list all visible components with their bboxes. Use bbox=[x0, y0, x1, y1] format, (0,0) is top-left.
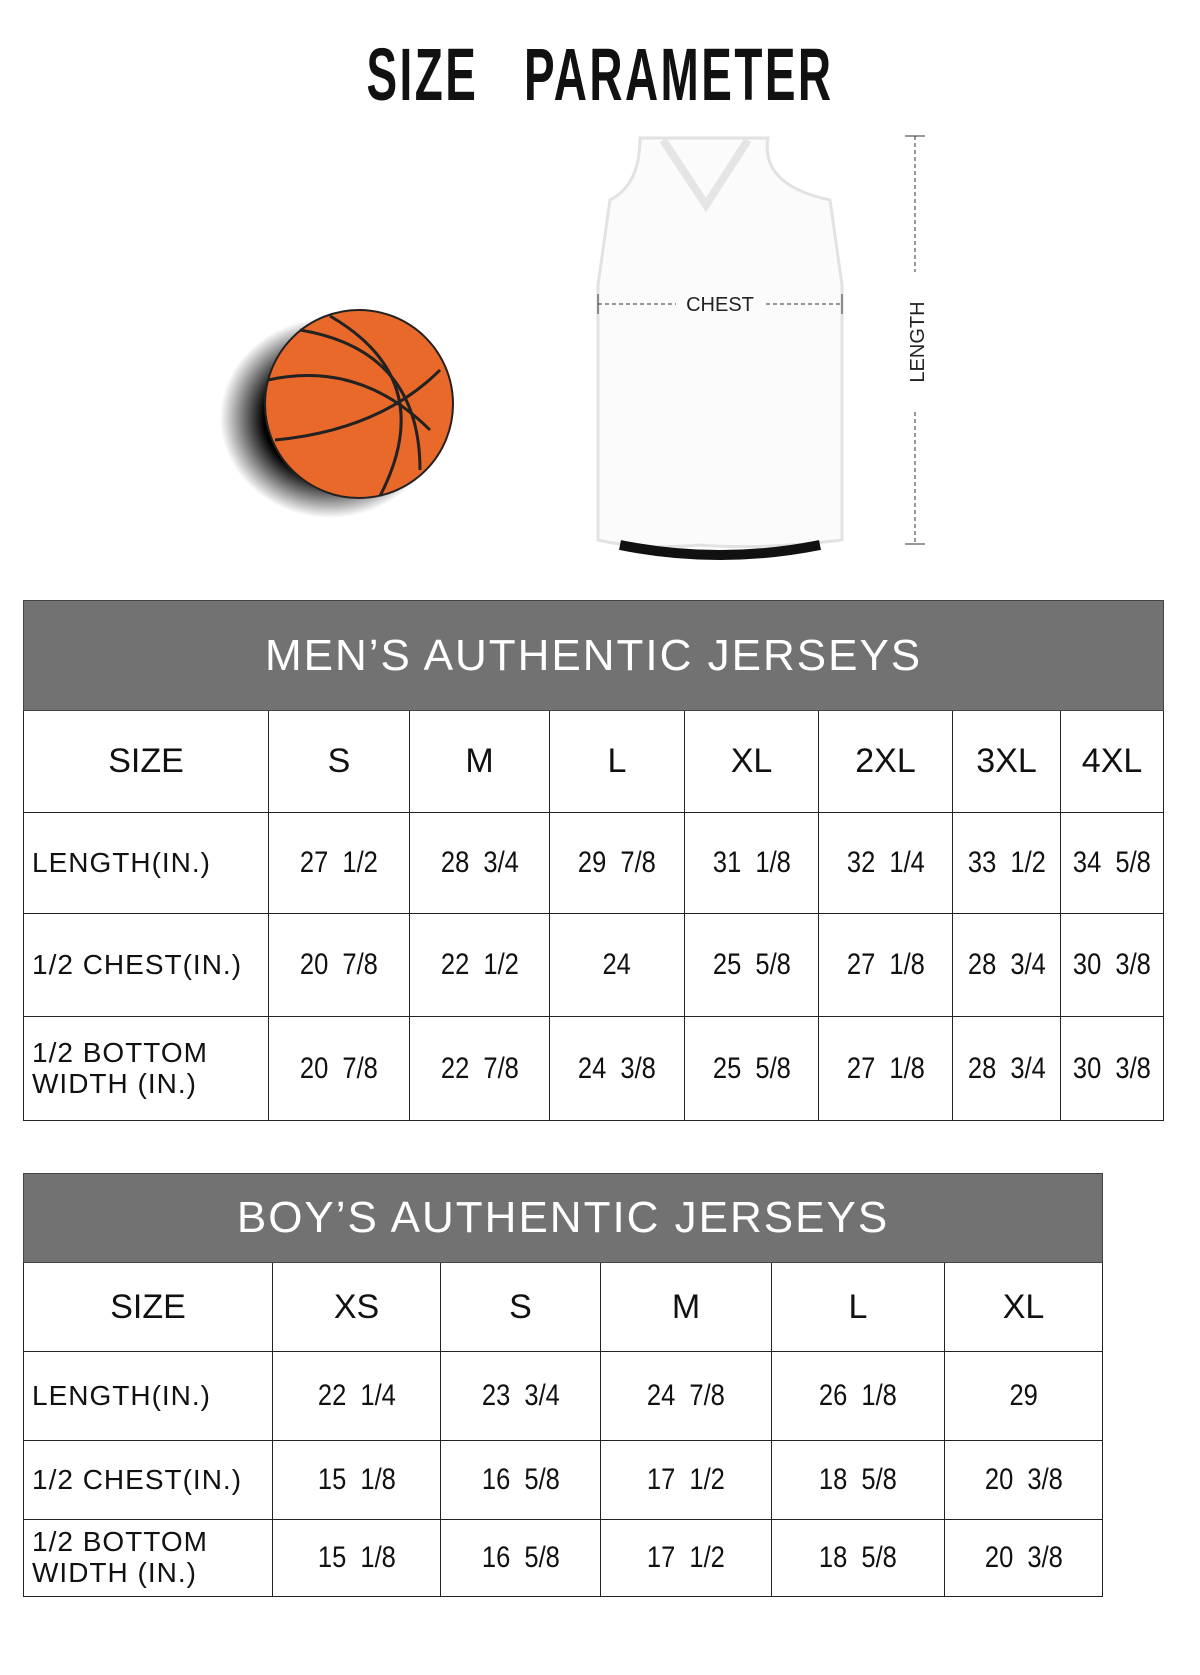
value-cell: 30 3/8 bbox=[1073, 948, 1152, 981]
value-cell: 15 1/8 bbox=[317, 1541, 396, 1574]
table-row: 1/2 BOTTOM WIDTH (IN.) 15 1/8 16 5/8 17 … bbox=[23, 1519, 1104, 1597]
value-cell: 28 3/4 bbox=[967, 1051, 1046, 1085]
length-measure: LENGTH bbox=[905, 135, 929, 545]
row-label: 1/2 CHEST(IN.) bbox=[23, 1440, 273, 1520]
value-cell: 17 1/2 bbox=[647, 1463, 725, 1496]
size-cell: XL bbox=[684, 710, 819, 813]
value-cell: 18 5/8 bbox=[819, 1463, 897, 1496]
jersey-diagram: CHEST LENGTH bbox=[220, 135, 929, 560]
table-row: LENGTH(IN.) 22 1/4 23 3/4 24 7/8 26 1/8 … bbox=[23, 1351, 1104, 1441]
ball bbox=[264, 309, 454, 499]
size-cell: 4XL bbox=[1059, 710, 1165, 813]
row-label: 1/2 BOTTOM WIDTH (IN.) bbox=[23, 1016, 269, 1121]
value-cell: 28 3/4 bbox=[440, 846, 519, 879]
value-cell: 22 1/2 bbox=[440, 948, 519, 981]
size-header-row: SIZE S M L XL 2XL 3XL 4XL bbox=[23, 710, 1165, 813]
size-cell: L bbox=[549, 710, 685, 813]
size-label: SIZE bbox=[23, 710, 269, 813]
value-cell: 28 3/4 bbox=[967, 948, 1046, 981]
value-cell: 22 1/4 bbox=[317, 1379, 396, 1412]
size-label: SIZE bbox=[23, 1262, 273, 1352]
size-cell: S bbox=[268, 710, 410, 813]
value-cell: 34 5/8 bbox=[1073, 846, 1152, 879]
value-cell: 20 7/8 bbox=[300, 948, 378, 981]
value-cell: 20 7/8 bbox=[300, 1051, 378, 1085]
length-label: LENGTH bbox=[907, 301, 929, 382]
value-cell: 26 1/8 bbox=[819, 1379, 897, 1412]
value-cell: 31 1/8 bbox=[712, 846, 791, 879]
size-cell: M bbox=[600, 1262, 772, 1352]
table-row: LENGTH(IN.) 27 1/2 28 3/4 29 7/8 31 1/8 … bbox=[23, 812, 1165, 914]
basketball-icon bbox=[220, 309, 454, 518]
jersey-icon: CHEST bbox=[596, 136, 844, 560]
mens-table-heading: MEN’S AUTHENTIC JERSEYS bbox=[22, 600, 1165, 711]
value-cell: 24 3/8 bbox=[578, 1051, 656, 1085]
boys-table-heading: BOY’S AUTHENTIC JERSEYS bbox=[22, 1173, 1104, 1263]
table-row: 1/2 CHEST(IN.) 15 1/8 16 5/8 17 1/2 18 5… bbox=[23, 1440, 1104, 1520]
size-cell: XS bbox=[272, 1262, 441, 1352]
page-title: SIZE PARAMETER bbox=[366, 33, 834, 116]
value-cell: 22 7/8 bbox=[440, 1051, 519, 1085]
size-cell: 3XL bbox=[952, 710, 1061, 813]
value-cell: 16 5/8 bbox=[481, 1463, 560, 1496]
value-cell: 27 1/8 bbox=[846, 948, 925, 981]
size-cell: M bbox=[409, 710, 550, 813]
value-cell: 32 1/4 bbox=[846, 846, 925, 879]
value-cell: 20 3/8 bbox=[984, 1463, 1063, 1496]
value-cell: 33 1/2 bbox=[967, 846, 1046, 879]
value-cell: 25 5/8 bbox=[712, 1051, 791, 1085]
row-label: 1/2 BOTTOM WIDTH (IN.) bbox=[23, 1519, 273, 1597]
value-cell: 30 3/8 bbox=[1073, 1051, 1152, 1085]
chest-label: CHEST bbox=[686, 294, 754, 316]
value-cell: 24 7/8 bbox=[647, 1379, 725, 1412]
size-header-row: SIZE XS S M L XL bbox=[23, 1262, 1104, 1352]
value-cell: 16 5/8 bbox=[481, 1541, 560, 1574]
size-cell: L bbox=[771, 1262, 945, 1352]
value-cell: 24 bbox=[602, 948, 632, 981]
value-cell: 17 1/2 bbox=[647, 1541, 725, 1574]
value-cell: 18 5/8 bbox=[819, 1541, 897, 1574]
size-cell: XL bbox=[943, 1262, 1104, 1352]
value-cell: 27 1/8 bbox=[846, 1051, 925, 1085]
table-row: 1/2 BOTTOM WIDTH (IN.) 20 7/8 22 7/8 24 … bbox=[23, 1016, 1165, 1121]
boys-size-table: BOY’S AUTHENTIC JERSEYS SIZE XS S M L XL… bbox=[22, 1173, 1104, 1597]
row-label: 1/2 CHEST(IN.) bbox=[23, 913, 269, 1017]
value-cell: 25 5/8 bbox=[712, 948, 791, 981]
mens-size-table: MEN’S AUTHENTIC JERSEYS SIZE S M L XL 2X… bbox=[22, 600, 1165, 1121]
value-cell: 15 1/8 bbox=[317, 1463, 396, 1496]
value-cell: 29 7/8 bbox=[578, 846, 656, 879]
value-cell: 29 bbox=[1009, 1379, 1038, 1412]
size-cell: S bbox=[440, 1262, 601, 1352]
value-cell: 20 3/8 bbox=[984, 1541, 1063, 1574]
size-cell: 2XL bbox=[818, 710, 953, 813]
row-label: LENGTH(IN.) bbox=[23, 1351, 273, 1441]
row-label: LENGTH(IN.) bbox=[23, 812, 269, 914]
value-cell: 23 3/4 bbox=[481, 1379, 560, 1412]
table-row: 1/2 CHEST(IN.) 20 7/8 22 1/2 24 25 5/8 2… bbox=[23, 913, 1165, 1017]
value-cell: 27 1/2 bbox=[300, 846, 378, 879]
